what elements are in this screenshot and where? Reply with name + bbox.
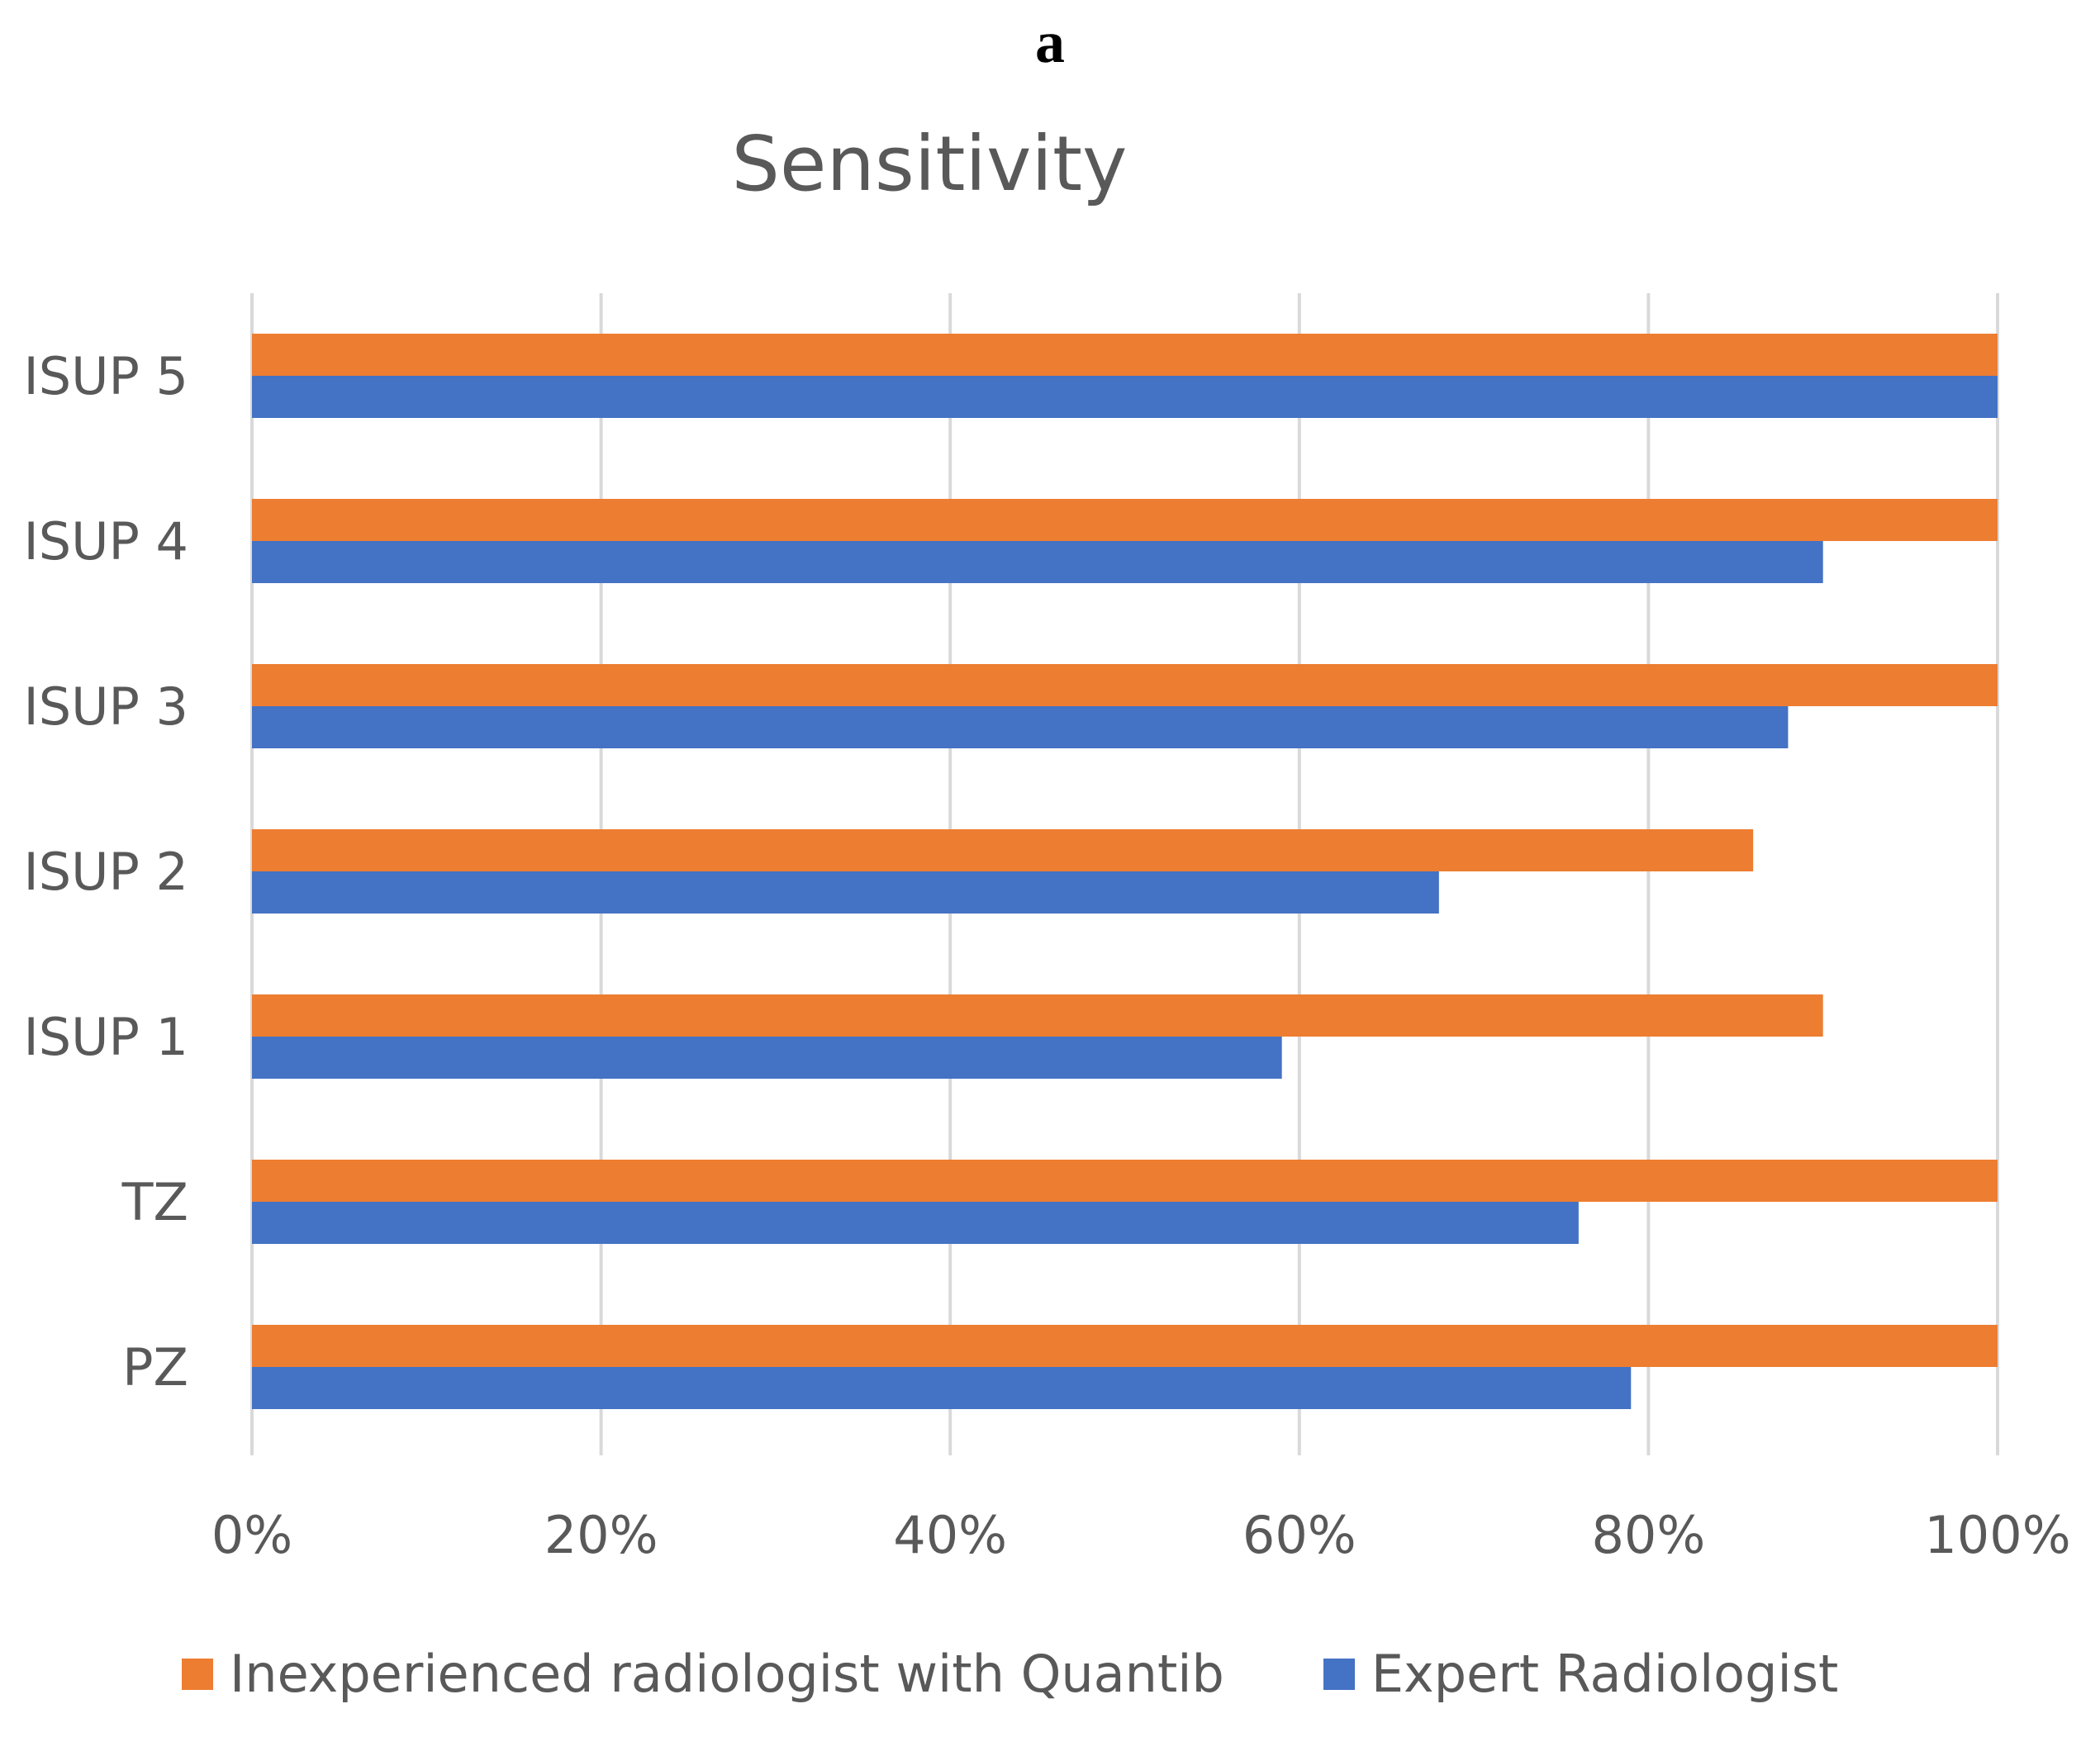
legend-item-inexperienced: Inexperienced radiologist with Quantib bbox=[182, 1644, 1224, 1704]
y-tick-label: ISUP 1 bbox=[23, 1007, 188, 1067]
bar-expert-pz bbox=[252, 1367, 1632, 1409]
bar-inexperienced-tz bbox=[252, 1160, 1998, 1202]
legend-label: Inexperienced radiologist with Quantib bbox=[230, 1644, 1224, 1704]
bar-inexperienced-isup-2 bbox=[252, 829, 1754, 871]
y-tick-label: PZ bbox=[122, 1337, 188, 1398]
bar-inexperienced-isup-5 bbox=[252, 334, 1998, 376]
y-tick-label: TZ bbox=[121, 1172, 188, 1232]
y-tick-label: ISUP 2 bbox=[23, 842, 188, 902]
bar-expert-isup-2 bbox=[252, 871, 1439, 914]
x-tick-label: 100% bbox=[1924, 1505, 2070, 1565]
legend-item-expert: Expert Radiologist bbox=[1323, 1644, 1838, 1704]
x-tick-label: 40% bbox=[893, 1505, 1007, 1565]
bar-expert-isup-4 bbox=[252, 541, 1823, 583]
chart-title: Sensitivity bbox=[731, 120, 1128, 208]
legend-swatch-orange bbox=[182, 1658, 213, 1690]
y-tick-label: ISUP 5 bbox=[23, 346, 188, 406]
bar-inexperienced-isup-4 bbox=[252, 499, 1998, 541]
bar-inexperienced-pz bbox=[252, 1325, 1998, 1367]
bar-inexperienced-isup-1 bbox=[252, 994, 1823, 1037]
bar-expert-isup-1 bbox=[252, 1037, 1282, 1079]
bar-expert-isup-5 bbox=[252, 376, 1998, 418]
bar-expert-isup-3 bbox=[252, 706, 1789, 748]
legend-label: Expert Radiologist bbox=[1371, 1644, 1839, 1704]
panel-label: a bbox=[1035, 9, 1065, 75]
legend: Inexperienced radiologist with Quantib E… bbox=[182, 1644, 1937, 1704]
x-tick-label: 60% bbox=[1242, 1505, 1356, 1565]
x-tick-label: 0% bbox=[211, 1505, 292, 1565]
legend-swatch-blue bbox=[1323, 1658, 1355, 1690]
y-tick-label: ISUP 3 bbox=[23, 676, 188, 737]
bar-expert-tz bbox=[252, 1202, 1579, 1244]
bar-inexperienced-isup-3 bbox=[252, 664, 1998, 706]
y-tick-label: ISUP 4 bbox=[23, 511, 188, 572]
x-tick-label: 80% bbox=[1591, 1505, 1705, 1565]
x-tick-label: 20% bbox=[544, 1505, 658, 1565]
